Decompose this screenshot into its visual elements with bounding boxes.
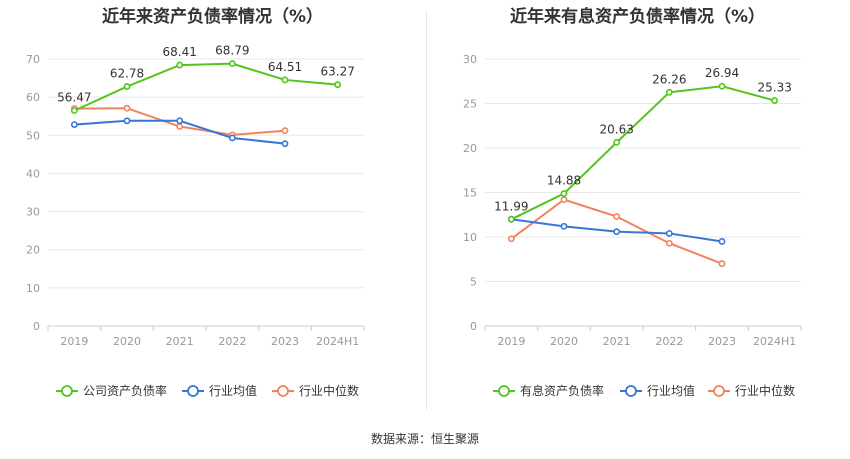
data-label: 26.94 (705, 66, 739, 80)
y-tick-label: 30 (26, 206, 40, 219)
data-point (665, 230, 673, 237)
legend-marker (61, 385, 73, 397)
x-tick-label: 2022 (218, 335, 246, 348)
data-label: 62.78 (110, 67, 144, 81)
x-tick-label: 2024H1 (753, 335, 796, 348)
x-tick-label: 2020 (550, 335, 578, 348)
y-tick-label: 10 (26, 282, 40, 295)
x-tick-label: 2023 (271, 335, 299, 348)
series-line (510, 85, 775, 221)
y-tick-label: 15 (463, 187, 477, 200)
y-tick-label: 0 (470, 320, 477, 333)
x-tick-label: 2021 (166, 335, 194, 348)
data-point (718, 238, 726, 245)
data-point (70, 107, 78, 115)
data-point (507, 235, 515, 243)
x-tick-label: 2019 (60, 335, 88, 348)
data-point (228, 60, 236, 68)
x-tick-label: 2021 (603, 335, 631, 348)
data-label: 11.99 (494, 199, 528, 213)
panel-divider (426, 10, 427, 410)
data-point (718, 260, 726, 268)
data-point (176, 61, 184, 69)
y-tick-label: 50 (26, 129, 40, 142)
data-point (281, 76, 289, 84)
data-label: 20.63 (599, 122, 633, 136)
chart-1: 0 5 10 15 20 25 30 2019 2020 2021 2022 2023 2024H1 11… (463, 53, 802, 398)
data-label: 56.47 (57, 91, 91, 105)
data-point (718, 82, 726, 90)
y-tick-label: 20 (26, 244, 40, 257)
data-point (123, 117, 131, 125)
y-tick-label: 30 (463, 53, 477, 66)
legend-marker (713, 385, 725, 397)
y-tick-label: 5 (470, 276, 477, 289)
legend-marker (625, 385, 637, 397)
data-point (334, 81, 342, 89)
y-tick-label: 10 (463, 231, 477, 244)
data-label: 68.41 (162, 45, 196, 59)
legend-label: 行业中位数 (299, 383, 359, 398)
data-point (123, 104, 131, 112)
data-point (281, 127, 289, 135)
data-label: 64.51 (268, 60, 302, 74)
legend-label: 公司资产负债率 (83, 383, 167, 398)
data-point (281, 140, 289, 148)
data-label: 63.27 (320, 65, 354, 79)
data-point (507, 215, 515, 223)
data-label: 25.33 (757, 81, 791, 95)
y-tick-label: 60 (26, 91, 40, 104)
data-label: 26.26 (652, 72, 686, 86)
data-point (613, 228, 621, 236)
x-tick-label: 2024H1 (316, 335, 359, 348)
data-point (123, 83, 131, 90)
right-chart-title: 近年来有息资产负债率情况（%） (509, 7, 766, 27)
data-label: 68.79 (215, 44, 249, 58)
y-tick-label: 70 (26, 53, 40, 66)
data-point (228, 134, 236, 142)
data-point (560, 222, 568, 230)
x-tick-label: 2022 (655, 335, 683, 348)
x-tick-label: 2020 (113, 335, 141, 348)
data-point (665, 239, 673, 247)
data-point (560, 190, 568, 197)
legend-label: 行业均值 (647, 383, 695, 398)
legend-marker (277, 385, 289, 397)
data-point (613, 138, 621, 146)
legend-label: 行业均值 (209, 383, 257, 398)
data-point (613, 213, 621, 220)
data-point (665, 88, 673, 96)
y-tick-label: 0 (33, 320, 40, 333)
x-tick-label: 2023 (708, 335, 736, 348)
x-tick-label: 2019 (497, 335, 525, 348)
y-tick-label: 20 (463, 142, 477, 155)
legend-label: 有息资产负债率 (520, 383, 604, 398)
series-line (73, 62, 338, 112)
y-tick-label: 40 (26, 167, 40, 180)
data-point (176, 123, 184, 130)
chart-0: 0 10 20 30 40 50 60 70 2019 2020 2021 2022 2023 2024H… (26, 44, 365, 398)
legend-marker (498, 385, 510, 397)
data-point (771, 97, 779, 104)
legend-marker (187, 385, 199, 397)
y-tick-label: 25 (463, 98, 477, 111)
left-chart-title: 近年来资产负债率情况（%） (101, 7, 324, 27)
legend-label: 行业中位数 (735, 383, 795, 398)
data-source: 数据来源：恒生聚源 (370, 432, 479, 446)
data-point (176, 117, 184, 125)
data-point (560, 196, 568, 204)
data-point (70, 121, 78, 129)
data-label: 14.88 (547, 174, 581, 188)
